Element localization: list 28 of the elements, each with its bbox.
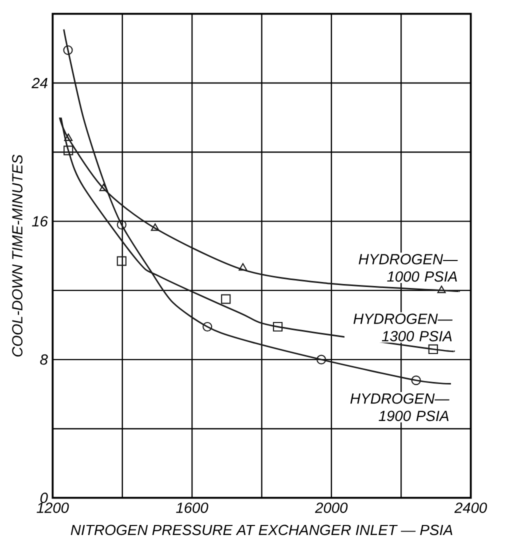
series-label: HYDROGEN— 1000 PSIA xyxy=(358,254,458,282)
point xyxy=(272,322,283,332)
point xyxy=(64,146,74,156)
x-tick-label: 1600 xyxy=(176,502,208,513)
x-tick-label: 2000 xyxy=(315,502,348,513)
y-axis-title: COOL-DOWN TIME-MINUTES xyxy=(12,154,23,356)
point xyxy=(99,184,108,192)
point xyxy=(428,344,438,354)
point xyxy=(64,134,73,141)
point xyxy=(411,376,421,386)
point xyxy=(63,45,73,55)
point xyxy=(221,294,231,304)
series-label: HYDROGEN— 1300 PSIA xyxy=(354,314,453,342)
point xyxy=(316,354,326,364)
point xyxy=(202,322,212,332)
point xyxy=(437,286,446,294)
series-label: HYDROGEN— 1900 PSIA xyxy=(350,393,450,422)
x-tick-label: 1200 xyxy=(36,502,69,513)
point xyxy=(116,220,126,230)
point xyxy=(150,223,160,231)
y-tick-label: 16 xyxy=(32,216,48,226)
point xyxy=(116,256,126,266)
point xyxy=(238,263,248,271)
x-axis-title: NITROGEN PRESSURE AT EXCHANGER INLET — PSIA xyxy=(70,524,452,536)
y-tick-label: 0 xyxy=(40,492,48,504)
y-tick-label: 8 xyxy=(40,354,48,365)
y-tick-label: 24 xyxy=(32,78,48,88)
x-tick-label: 2400 xyxy=(454,502,488,513)
